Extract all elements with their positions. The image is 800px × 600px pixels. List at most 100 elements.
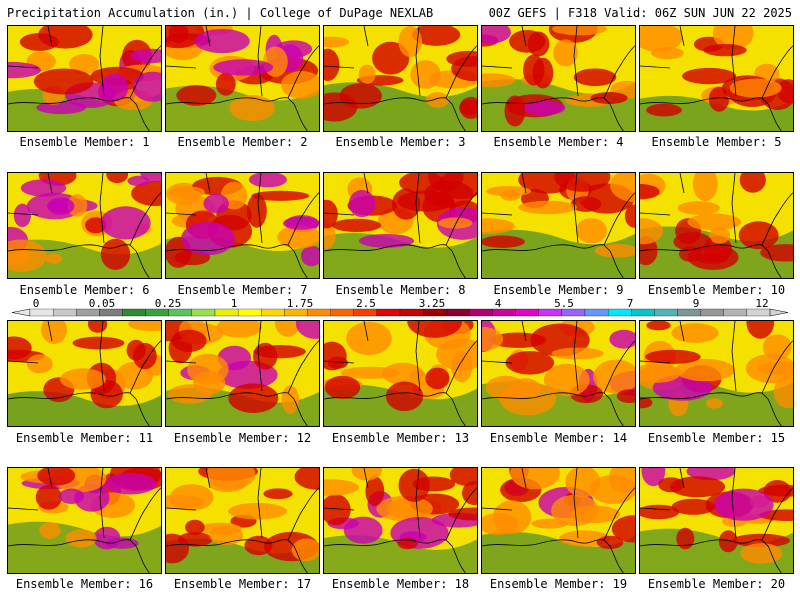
ensemble-member-label: Ensemble Member: 5 (651, 135, 782, 149)
ensemble-member-map (481, 172, 636, 279)
valid-time-label: 00Z GEFS | F318 Valid: 06Z SUN JUN 22 20… (488, 6, 792, 20)
colorbar-tick-label: 0.05 (89, 297, 116, 310)
precip-map-graphic (640, 26, 793, 131)
colorbar-segment (469, 308, 493, 317)
precip-map-graphic (640, 321, 793, 426)
ensemble-member-label: Ensemble Member: 3 (335, 135, 466, 149)
ensemble-member-label: Ensemble Member: 1 (19, 135, 150, 149)
colorbar-tick-label: 1 (231, 297, 238, 310)
colorbar-segment (654, 308, 678, 317)
ensemble-member-label: Ensemble Member: 8 (335, 283, 466, 297)
ensemble-member-label: Ensemble Member: 7 (177, 283, 308, 297)
ensemble-member-map (639, 320, 794, 427)
colorbar-segment (538, 308, 563, 317)
precip-map-graphic (482, 173, 635, 278)
colorbar-segment (446, 308, 470, 317)
colorbar-segment (723, 308, 748, 317)
colorbar-segment (584, 308, 609, 317)
ensemble-member-map (165, 320, 320, 427)
ensemble-member-label: Ensemble Member: 2 (177, 135, 308, 149)
colorbar-segment (237, 308, 262, 317)
ensemble-member-label: Ensemble Member: 11 (15, 431, 154, 445)
ensemble-member-label: Ensemble Member: 13 (331, 431, 470, 445)
precip-map-graphic (8, 173, 161, 278)
colorbar-segment (700, 308, 724, 317)
colorbar-segment (122, 308, 146, 317)
colorbar-segment (191, 308, 216, 317)
precip-map-graphic (8, 468, 161, 573)
precip-map-graphic (166, 468, 319, 573)
ensemble-member-map (7, 320, 162, 427)
ensemble-member-label: Ensemble Member: 16 (15, 577, 154, 591)
ensemble-member-label: Ensemble Member: 19 (489, 577, 628, 591)
colorbar-segment (284, 308, 308, 317)
ensemble-member-map (7, 25, 162, 132)
colorbar-segment (145, 308, 169, 317)
colorbar-segment (607, 308, 632, 317)
precip-map-graphic (324, 321, 477, 426)
colorbar-tick-label: 3.25 (419, 297, 446, 310)
precip-map-graphic (482, 321, 635, 426)
precip-map-graphic (166, 173, 319, 278)
precip-map-graphic (324, 468, 477, 573)
precip-colorbar: 0 0.05 0.25 1 1.75 2.5 3.25 4 5.5 7 9 12 (11, 297, 789, 317)
precip-map-graphic (640, 468, 793, 573)
ensemble-member-map (639, 467, 794, 574)
ensemble-member-map (639, 172, 794, 279)
precip-map-graphic (640, 173, 793, 278)
precip-map-graphic (8, 321, 161, 426)
colorbar-segment (515, 308, 539, 317)
colorbar-tick-label: 0 (33, 297, 40, 310)
precip-map-graphic (166, 321, 319, 426)
colorbar-segment (214, 308, 239, 317)
colorbar-segment (492, 308, 516, 317)
ensemble-member-map (323, 172, 478, 279)
ensemble-member-label: Ensemble Member: 20 (647, 577, 786, 591)
precip-map-graphic (166, 26, 319, 131)
ensemble-member-map (481, 320, 636, 427)
ensemble-member-map (7, 467, 162, 574)
colorbar-tick-label: 5.5 (554, 297, 574, 310)
precip-map-graphic (482, 468, 635, 573)
colorbar-segment (561, 308, 586, 317)
colorbar-tick-label: 12 (755, 297, 768, 310)
colorbar-segment (29, 308, 54, 317)
ensemble-member-label: Ensemble Member: 9 (493, 283, 624, 297)
colorbar-tick-label: 0.25 (155, 297, 182, 310)
colorbar-segment (399, 308, 424, 317)
ensemble-member-label: Ensemble Member: 12 (173, 431, 312, 445)
ensemble-member-map (165, 172, 320, 279)
colorbar-segment (376, 308, 401, 317)
colorbar-segment (76, 308, 100, 317)
colorbar-left-arrow (11, 308, 31, 317)
ensemble-member-label: Ensemble Member: 14 (489, 431, 628, 445)
colorbar-tick-label: 2.5 (356, 297, 376, 310)
ensemble-member-map (481, 25, 636, 132)
ensemble-member-map (323, 320, 478, 427)
colorbar-right-arrow (769, 308, 789, 317)
ensemble-member-map (165, 25, 320, 132)
colorbar-segment (168, 308, 193, 317)
ensemble-member-label: Ensemble Member: 18 (331, 577, 470, 591)
ensemble-member-map (323, 25, 478, 132)
colorbar-segment (330, 308, 354, 317)
colorbar-segment (746, 308, 771, 317)
precip-map-graphic (482, 26, 635, 131)
colorbar-segment (261, 308, 285, 317)
ensemble-member-map (639, 25, 794, 132)
ensemble-member-label: Ensemble Member: 4 (493, 135, 624, 149)
colorbar-tick-label: 7 (627, 297, 634, 310)
colorbar-tick-label: 9 (693, 297, 700, 310)
ensemble-member-map (481, 467, 636, 574)
colorbar-segment (353, 308, 378, 317)
precip-map-graphic (324, 173, 477, 278)
precip-map-graphic (8, 26, 161, 131)
colorbar-segment (307, 308, 331, 317)
colorbar-segment (52, 308, 77, 317)
ensemble-member-map (323, 467, 478, 574)
ensemble-member-map (165, 467, 320, 574)
colorbar-tick-label: 4 (495, 297, 502, 310)
colorbar-segment (677, 308, 701, 317)
ensemble-member-label: Ensemble Member: 10 (647, 283, 786, 297)
precip-map-graphic (324, 26, 477, 131)
